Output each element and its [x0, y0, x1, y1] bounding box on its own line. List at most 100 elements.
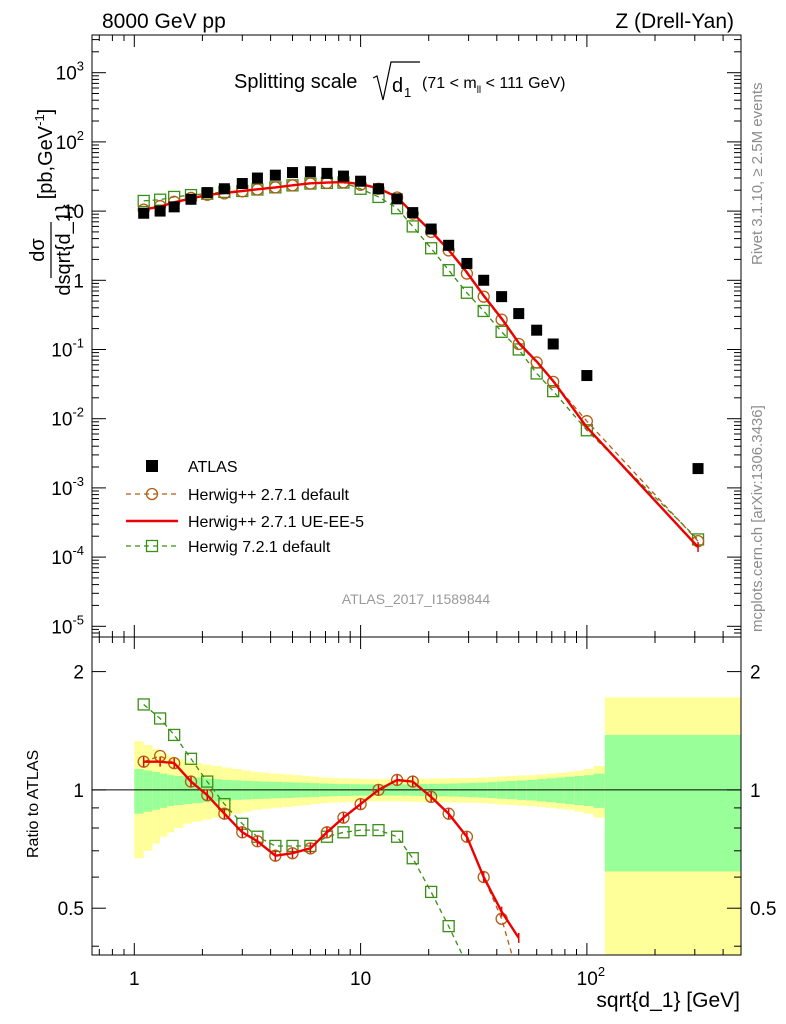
ratio-herwig721-marker	[406, 852, 419, 865]
ratio-herwigpp-default-marker	[354, 797, 367, 811]
ratio-herwig721-marker	[337, 826, 350, 839]
uncertainty-band-inner	[574, 775, 584, 806]
atlas-data-point	[251, 172, 263, 184]
ratio-herwig721-marker	[354, 823, 367, 837]
uncertainty-band-inner	[183, 776, 193, 805]
y-tick-label: 10-4	[51, 543, 84, 569]
x-tick-label: 1	[129, 969, 140, 990]
herwig721-marker	[424, 242, 438, 255]
legend: ATLAS Herwig++ 2.7.1 default Herwig++ 2.7.…	[126, 459, 364, 556]
mass-window-label: (71 < mll < 111 GeV)	[422, 75, 565, 96]
ratio-herwig721-marker	[390, 830, 404, 843]
mcplots-label: mcplots.cern.ch [arXiv:1306.3436]	[749, 405, 766, 632]
atlas-data-point	[461, 257, 473, 269]
uncertainty-band-inner	[564, 776, 575, 805]
svg-text:[pb,GeV-1]: [pb,GeV-1]	[32, 109, 57, 200]
atlas-data-point	[443, 239, 455, 251]
rivet-version-label: Rivet 3.1.10, ≥ 2.5M events	[749, 83, 766, 266]
herwig721-marker	[460, 286, 474, 299]
collision-label: 8000 GeV pp	[102, 10, 226, 33]
atlas-data-point	[286, 167, 298, 179]
y-tick-label: 10-3	[51, 474, 84, 500]
ratio-herwig721-marker	[201, 775, 214, 788]
atlas-data-point	[355, 175, 367, 187]
uncertainty-band-inner	[160, 773, 168, 808]
x-tick-label: 10	[350, 969, 371, 990]
uncertainty-band-inner	[174, 775, 184, 806]
ratio-herwigpp-default-marker	[442, 807, 455, 820]
sqrt-d1-symbol: d 1	[372, 61, 420, 101]
ratio-herwigpp-default-marker	[372, 783, 385, 797]
atlas-data-point	[496, 291, 508, 303]
herwig721-marker	[495, 325, 508, 338]
ratio-herwigpp-default-marker	[337, 811, 350, 824]
atlas-data-point	[407, 207, 419, 219]
main-panel: 10-5 10-4 10-3 10-2 10-1 1 10 102 103 Splitting …	[27, 34, 742, 638]
atlas-data-point	[692, 463, 704, 475]
uncertainty-band-inner	[167, 775, 175, 806]
atlas-data-point	[201, 187, 213, 199]
atlas-data-point	[478, 274, 490, 286]
ratio-herwigpp-default-marker	[236, 826, 249, 839]
y-tick-label: 10-5	[51, 612, 84, 638]
atlas-data-point	[321, 167, 333, 179]
atlas-data-point	[236, 178, 248, 190]
atlas-data-point	[304, 166, 316, 178]
svg-text:dσ: dσ	[27, 238, 49, 262]
process-label: Z (Drell-Yan)	[615, 10, 734, 33]
atlas-data-point	[218, 183, 230, 195]
atlas-data-point	[531, 324, 543, 336]
y-tick-label-right: 0.5	[750, 899, 776, 920]
y-tick-label: 0.5	[58, 899, 84, 920]
atlas-data-point	[269, 169, 281, 181]
herwigpp-default-marker	[495, 313, 508, 326]
atlas-data-point	[168, 201, 180, 213]
atlas-data-point	[154, 205, 166, 217]
ratio-herwig721-marker	[153, 712, 167, 725]
ratio-herwigpp-default-marker	[184, 775, 198, 788]
legend-label: Herwig++ 2.7.1 default	[188, 487, 350, 504]
legend-label: Herwig++ 2.7.1 UE-EE-5	[188, 514, 364, 531]
y-tick-label: 1	[73, 781, 84, 802]
ratio-herwig721-line	[143, 704, 464, 955]
atlas-data-point	[391, 193, 403, 205]
ratio-herwigpp-default-marker	[477, 870, 490, 884]
uncertainty-band-inner	[134, 769, 144, 814]
ratio-herwigpp-default-marker	[304, 842, 317, 855]
herwig721-marker	[547, 384, 560, 398]
ratio-herwig721-marker	[184, 752, 198, 765]
herwigpp-default-marker	[547, 375, 560, 389]
y-tick-label: 2	[73, 663, 84, 684]
ratio-herwigpp-default-marker	[320, 826, 334, 839]
legend-label: Herwig 7.2.1 default	[188, 539, 331, 556]
ratio-herwig721-marker	[372, 823, 385, 837]
legend-label: ATLAS	[188, 459, 238, 476]
atlas-data-point	[185, 193, 197, 205]
uncertainty-band-inner	[593, 773, 605, 808]
herwig721-marker	[530, 367, 543, 380]
atlas-data-point	[337, 170, 349, 182]
herwigpp-default-marker	[477, 290, 490, 303]
y-tick-label: 10	[63, 202, 84, 223]
ratio-y-label: Ratio to ATLAS	[25, 750, 42, 858]
ratio-herwigpp-default-marker	[460, 830, 474, 843]
atlas-data-point	[138, 207, 150, 219]
ratio-herwig721-marker	[461, 959, 472, 970]
ratio-herwigpp-default-marker	[218, 807, 231, 820]
svg-text:dsqrt{d_1}: dsqrt{d_1}	[53, 204, 75, 296]
uncertainty-band-inner	[152, 772, 161, 810]
ratio-herwig721-marker	[442, 920, 455, 933]
herwig721-marker	[477, 304, 490, 318]
atlas-data-point	[425, 223, 437, 235]
atlas-data-point	[373, 183, 385, 195]
x-axis-label: sqrt{d_1} [GeV]	[596, 989, 740, 1012]
ratio-panel: 1 10 102 0.5 0.5 1 1 2 2 Ratio to ATLAS sqrt{d_1…	[25, 636, 776, 1012]
analysis-id-label: ATLAS_2017_I1589844	[342, 591, 491, 607]
herwig721-line	[143, 181, 699, 540]
y-tick-label: 103	[56, 59, 84, 85]
chart-title: Splitting scale	[234, 71, 357, 93]
y-tick-label-right: 2	[750, 663, 761, 684]
svg-text:d: d	[392, 75, 403, 97]
ratio-herwig721-marker	[168, 728, 181, 742]
